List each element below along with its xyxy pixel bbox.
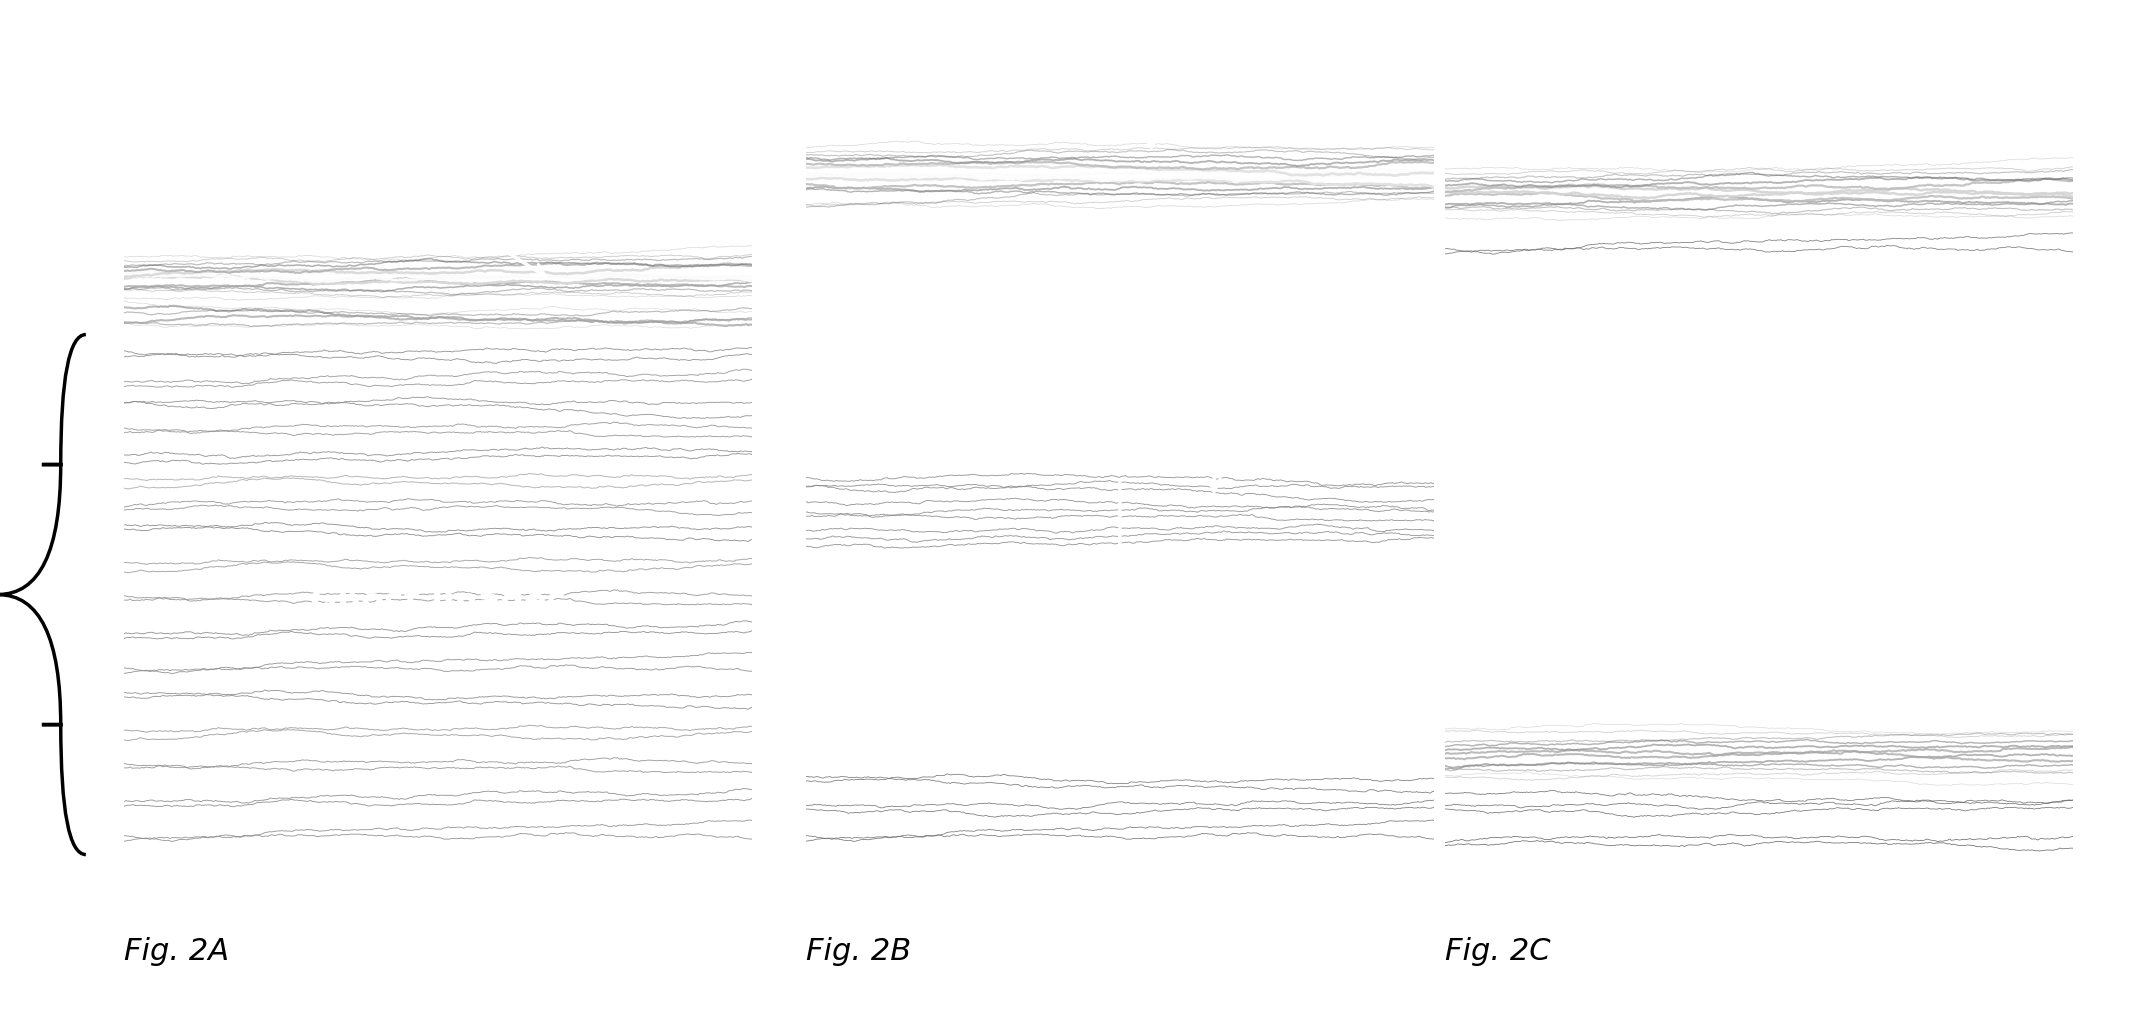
Text: B: B — [850, 83, 884, 126]
Text: Mirror image: Mirror image — [222, 132, 546, 276]
Text: Fig. 2C: Fig. 2C — [1445, 937, 1551, 966]
Text: Mirror image: Mirror image — [1688, 48, 1931, 165]
Text: C: C — [1490, 83, 1522, 126]
Text: Ghost images: Ghost images — [991, 402, 1249, 435]
Text: Fig. 2A: Fig. 2A — [124, 937, 228, 966]
Text: Ghost images: Ghost images — [309, 586, 567, 620]
Text: A: A — [168, 83, 202, 126]
Text: Ghost image: Ghost image — [1641, 510, 1877, 544]
Text: Fig. 2B: Fig. 2B — [806, 937, 910, 966]
Text: Mirror image: Mirror image — [1029, 40, 1272, 147]
